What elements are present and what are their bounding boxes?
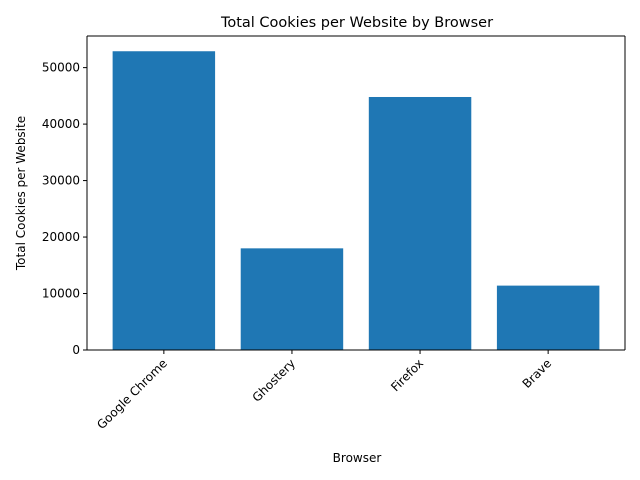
x-tick-label: Brave <box>520 356 555 391</box>
x-tick-label: Firefox <box>388 356 426 394</box>
x-axis-label: Browser <box>333 451 382 465</box>
plot-area: 0 10000 20000 30000 40000 50000 Google Chrome G… <box>42 35 626 432</box>
bar-ghostery <box>240 248 344 350</box>
y-tick-label: 20000 <box>42 230 80 244</box>
bar-google-chrome <box>112 51 216 351</box>
y-tick-label: 30000 <box>42 174 80 188</box>
bar-firefox <box>368 96 472 351</box>
x-tick-label: Google Chrome <box>94 356 170 432</box>
y-tick-label: 50000 <box>42 61 80 75</box>
x-tick-label: Ghostery <box>250 356 299 405</box>
y-tick-label: 10000 <box>42 287 80 301</box>
bar-brave <box>496 285 600 350</box>
chart-title: Total Cookies per Website by Browser <box>220 15 493 31</box>
y-tick-label: 40000 <box>42 117 80 131</box>
y-tick-label: 0 <box>72 343 80 357</box>
y-axis-label: Total Cookies per Website <box>14 116 28 271</box>
